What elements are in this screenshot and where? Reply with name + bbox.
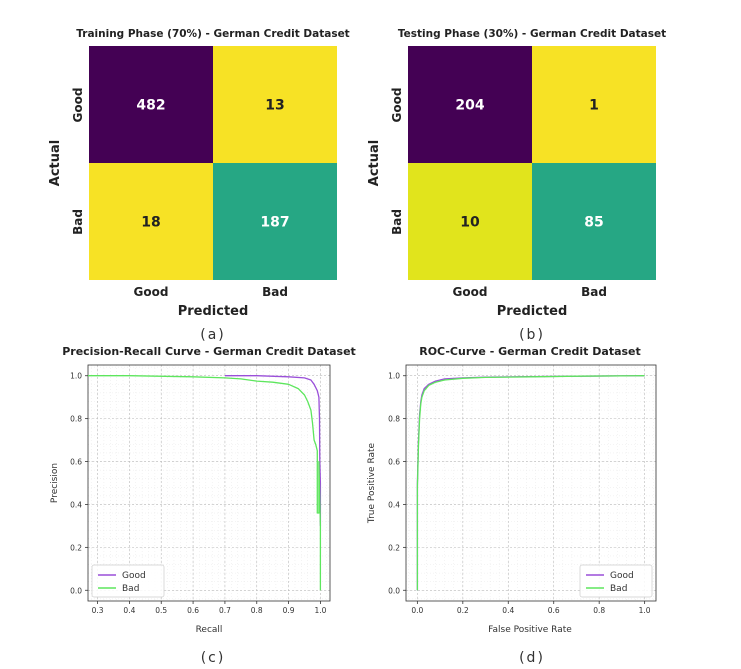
y-tick-label: 0.0: [388, 586, 400, 595]
x-tick-label: 1.0: [314, 606, 326, 615]
series-line-bad: [88, 375, 322, 591]
panel-a-label: (a): [200, 327, 226, 343]
panel-b-ytick-bad: Bad: [390, 209, 404, 235]
cm-cell-bad-good: [89, 163, 213, 280]
cm-value-good-bad: 1: [589, 98, 599, 114]
panel-c-axes-frame: [87, 364, 331, 602]
cm-value-bad-good: 10: [460, 215, 480, 231]
panel-c-label: (c): [201, 650, 226, 666]
panel-b-testing-confusion-matrix: Testing Phase (30%) - German Credit Data…: [367, 28, 666, 343]
panel-b-title: Testing Phase (30%) - German Credit Data…: [398, 28, 666, 40]
y-tick-label: 1.0: [388, 372, 400, 381]
cm-cell-bad-good: [408, 163, 532, 280]
panel-d-roc-curve: ROC-Curve - German Credit Dataset 0.0 0.2…: [367, 345, 657, 666]
y-tick-label: 0.8: [70, 415, 82, 424]
y-tick-label: 0.8: [388, 415, 400, 424]
series-line-good: [416, 375, 645, 591]
cm-value-good-bad: 13: [265, 98, 284, 114]
panel-a-title: Training Phase (70%) - German Credit Dat…: [76, 28, 349, 40]
panel-c-precision-recall-curve: Precision-Recall Curve - German Credit D…: [50, 345, 356, 666]
x-tick-label: 0.8: [251, 606, 263, 615]
x-tick-label: 0.0: [411, 606, 423, 615]
panel-c-ylabel: Precision: [50, 463, 60, 503]
y-tick-label: 0.4: [70, 500, 82, 509]
y-tick-label: 1.0: [70, 372, 82, 381]
panel-a-xtick-bad: Bad: [262, 285, 288, 299]
panel-a-ytick-bad: Bad: [71, 209, 85, 235]
panel-a-ylabel: Actual: [48, 140, 63, 186]
panel-a-xtick-good: Good: [134, 285, 169, 299]
x-tick-label: 0.6: [187, 606, 199, 615]
cm-value-good-good: 204: [455, 98, 484, 114]
cm-cell-good-bad: [213, 46, 337, 163]
y-tick-label: 0.0: [70, 586, 82, 595]
x-tick-label: 1.0: [639, 606, 651, 615]
legend-label-bad: Bad: [610, 584, 627, 594]
x-tick-label: 0.3: [92, 606, 104, 615]
panel-c-title: Precision-Recall Curve - German Credit D…: [62, 345, 356, 358]
panel-c-xlabel: Recall: [196, 625, 223, 635]
panel-b-xtick-bad: Bad: [581, 285, 607, 299]
x-tick-label: 0.7: [219, 606, 231, 615]
panel-b-xlabel: Predicted: [497, 304, 568, 319]
x-tick-label: 0.4: [502, 606, 514, 615]
panel-d-axes-frame: [405, 364, 657, 602]
series-line-good: [224, 375, 322, 526]
panel-d-ylabel: True Positive Rate: [367, 442, 377, 524]
panel-d-title: ROC-Curve - German Credit Dataset: [419, 345, 641, 358]
y-tick-label: 0.2: [388, 543, 400, 552]
cm-cell-good-good: [408, 46, 532, 163]
cm-cell-good-bad: [532, 46, 656, 163]
cm-cell-bad-bad: [213, 163, 337, 280]
cm-value-good-good: 482: [136, 98, 165, 114]
cm-value-bad-bad: 187: [260, 215, 289, 231]
y-tick-label: 0.6: [70, 458, 82, 467]
x-tick-label: 0.4: [123, 606, 135, 615]
panel-b-ylabel: Actual: [367, 140, 382, 186]
series-line-bad: [416, 375, 645, 591]
panel-b-label: (b): [519, 327, 545, 343]
y-tick-label: 0.4: [388, 500, 400, 509]
cm-cell-good-good: [89, 46, 213, 163]
legend-label-bad: Bad: [122, 584, 139, 594]
panel-a-xlabel: Predicted: [178, 304, 249, 319]
panel-a-training-confusion-matrix: Training Phase (70%) - German Credit Dat…: [48, 28, 350, 343]
legend-label-good: Good: [122, 571, 146, 581]
legend-label-good: Good: [610, 571, 634, 581]
x-tick-label: 0.2: [457, 606, 469, 615]
cm-value-bad-bad: 85: [584, 215, 603, 231]
legend-box: [91, 564, 165, 598]
cm-cell-bad-bad: [532, 163, 656, 280]
x-tick-label: 0.9: [283, 606, 295, 615]
panel-b-xtick-good: Good: [453, 285, 488, 299]
cm-value-bad-good: 18: [141, 215, 160, 231]
panel-d-xlabel: False Positive Rate: [488, 625, 572, 635]
x-tick-label: 0.5: [155, 606, 167, 615]
x-tick-label: 0.6: [548, 606, 560, 615]
panel-a-ytick-good: Good: [71, 88, 85, 123]
x-tick-label: 0.8: [593, 606, 605, 615]
panel-b-ytick-good: Good: [390, 88, 404, 123]
panel-d-label: (d): [519, 650, 545, 666]
legend-box: [579, 564, 653, 598]
y-tick-label: 0.2: [70, 543, 82, 552]
y-tick-label: 0.6: [388, 458, 400, 467]
